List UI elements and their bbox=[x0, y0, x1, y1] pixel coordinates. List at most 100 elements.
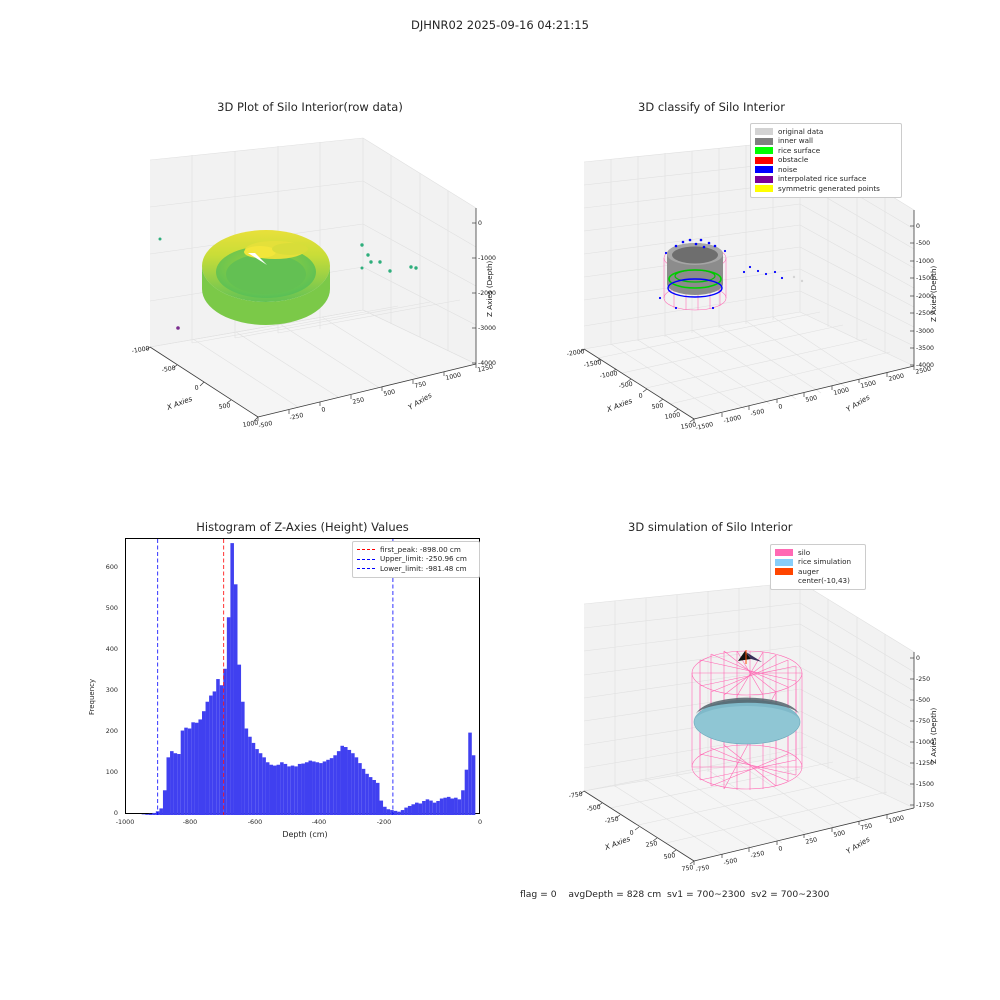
svg-text:0: 0 bbox=[916, 655, 920, 662]
raw-3d-zlabel: Z Axies (Depth) bbox=[485, 260, 494, 317]
legend-item[interactable]: interpolated rice surface bbox=[755, 174, 896, 185]
histogram-bar bbox=[297, 763, 302, 815]
svg-text:250: 250 bbox=[645, 840, 658, 849]
legend-item[interactable]: obstacle bbox=[755, 155, 896, 166]
histogram-bar bbox=[219, 685, 224, 815]
svg-text:1500: 1500 bbox=[860, 380, 877, 390]
svg-text:-2000: -2000 bbox=[566, 348, 585, 358]
legend-dash-first-peak bbox=[357, 549, 375, 551]
svg-text:500: 500 bbox=[833, 829, 846, 838]
histogram-bar bbox=[226, 617, 231, 815]
hist-xtick: -600 bbox=[247, 818, 263, 826]
svg-text:-250: -250 bbox=[916, 676, 930, 683]
legend-label: rice simulation bbox=[798, 557, 852, 567]
histogram-bar bbox=[457, 799, 462, 815]
svg-text:-500: -500 bbox=[723, 857, 738, 867]
classify-3d-ylabel: Y Axies bbox=[844, 392, 871, 413]
raw-3d-xlabel: X Axies bbox=[165, 394, 194, 412]
legend-item[interactable]: rice simulation bbox=[775, 557, 860, 568]
legend-item[interactable]: Upper_limit: -250.96 cm bbox=[357, 554, 474, 565]
histogram-bar bbox=[429, 800, 433, 815]
histogram-bar bbox=[162, 790, 167, 815]
histogram-bar bbox=[269, 764, 273, 815]
simulation-3d-zlabel: Z Axies (Depth) bbox=[929, 707, 938, 764]
histogram-bar bbox=[166, 757, 171, 815]
hist-xtick: 0 bbox=[477, 818, 483, 826]
histogram-bar bbox=[407, 805, 412, 815]
legend-label: symmetric generated points bbox=[778, 183, 880, 193]
legend-label: original data bbox=[778, 126, 824, 136]
histogram-bar bbox=[202, 711, 206, 815]
legend-item: center(-10,43) bbox=[775, 576, 860, 587]
hist-ytick: 500 bbox=[105, 604, 118, 612]
histogram-bar bbox=[312, 761, 316, 815]
svg-text:0: 0 bbox=[916, 223, 920, 230]
legend-swatch-symmetric-generated-points bbox=[755, 185, 773, 193]
classify-3d-inner-wall bbox=[667, 243, 723, 295]
svg-text:2500: 2500 bbox=[915, 366, 932, 376]
histogram-bar bbox=[241, 701, 245, 815]
legend-item[interactable]: first_peak: -898.00 cm bbox=[357, 545, 474, 555]
histogram-bar bbox=[233, 584, 238, 815]
legend-item[interactable]: auger bbox=[775, 567, 860, 577]
histogram-bar bbox=[361, 768, 366, 815]
legend-item[interactable]: symmetric generated points bbox=[755, 184, 896, 194]
legend-label: interpolated rice surface bbox=[778, 174, 867, 184]
legend-label: first_peak: -898.00 cm bbox=[380, 544, 461, 554]
histogram-bar bbox=[145, 814, 149, 815]
hist-ytick: 200 bbox=[105, 727, 118, 735]
legend-item[interactable]: Lower_limit: -981.48 cm bbox=[357, 564, 474, 574]
svg-text:0: 0 bbox=[778, 845, 783, 853]
classify-3d-noise bbox=[658, 238, 784, 310]
svg-text:-1000: -1000 bbox=[478, 255, 496, 262]
hist-xtick: -200 bbox=[376, 818, 392, 826]
histogram-legend: first_peak: -898.00 cm Upper_limit: -250… bbox=[352, 541, 480, 578]
legend-swatch-silo bbox=[775, 549, 793, 557]
legend-item[interactable]: silo bbox=[775, 548, 860, 558]
classify-3d-xlabel: X Axies bbox=[605, 396, 634, 414]
svg-text:1000: 1000 bbox=[833, 387, 850, 397]
legend-item[interactable]: rice surface bbox=[755, 146, 896, 156]
hist-ytick: 0 bbox=[113, 809, 118, 817]
histogram-bar bbox=[415, 802, 419, 815]
classify-legend: original data inner wall rice surface ob… bbox=[750, 123, 902, 198]
svg-text:2000: 2000 bbox=[888, 373, 905, 383]
histogram-bar bbox=[354, 757, 359, 815]
histogram-bar bbox=[344, 747, 348, 815]
hist-ytick: 100 bbox=[105, 768, 118, 776]
legend-swatch-auger bbox=[775, 568, 793, 576]
hist-ytick: 300 bbox=[105, 686, 118, 694]
simulation-3d-axes[interactable]: -750 -500 -250 0 250 500 750 X Axies -75… bbox=[568, 542, 950, 890]
histogram-bar bbox=[301, 763, 305, 815]
panel-simulation-3d: 3D simulation of Silo Interior bbox=[568, 520, 950, 890]
svg-text:-1000: -1000 bbox=[916, 739, 934, 746]
histogram-bar bbox=[180, 730, 185, 815]
legend-item[interactable]: original data bbox=[755, 127, 896, 137]
svg-text:-1500: -1500 bbox=[583, 359, 602, 369]
svg-text:-2000: -2000 bbox=[916, 293, 934, 300]
hist-ytick: 400 bbox=[105, 645, 118, 653]
histogram-bar bbox=[304, 762, 309, 815]
histogram-bar bbox=[464, 769, 469, 815]
histogram-bar bbox=[152, 812, 156, 815]
histogram-bar bbox=[173, 753, 178, 815]
histogram-axes[interactable] bbox=[125, 538, 480, 815]
histogram-bar bbox=[159, 808, 163, 815]
histogram-bar bbox=[315, 762, 320, 815]
svg-text:1250: 1250 bbox=[477, 364, 494, 374]
svg-text:-250: -250 bbox=[289, 412, 304, 422]
svg-text:1000: 1000 bbox=[242, 420, 259, 429]
raw-3d-axes[interactable]: -1000 -500 0 500 1000 X Axies -500 -250 … bbox=[120, 122, 500, 470]
histogram-bar bbox=[198, 719, 202, 815]
histogram-bar bbox=[400, 810, 405, 815]
histogram-bar bbox=[223, 668, 227, 815]
histogram-bar bbox=[287, 766, 291, 815]
legend-dash-upper-limit bbox=[357, 558, 375, 560]
legend-item[interactable]: inner wall bbox=[755, 136, 896, 147]
legend-item[interactable]: noise bbox=[755, 165, 896, 175]
svg-text:0: 0 bbox=[778, 403, 783, 411]
svg-text:0: 0 bbox=[638, 392, 643, 400]
histogram-bar bbox=[212, 691, 217, 815]
histogram-bar bbox=[148, 813, 153, 815]
svg-text:-750: -750 bbox=[916, 718, 930, 725]
